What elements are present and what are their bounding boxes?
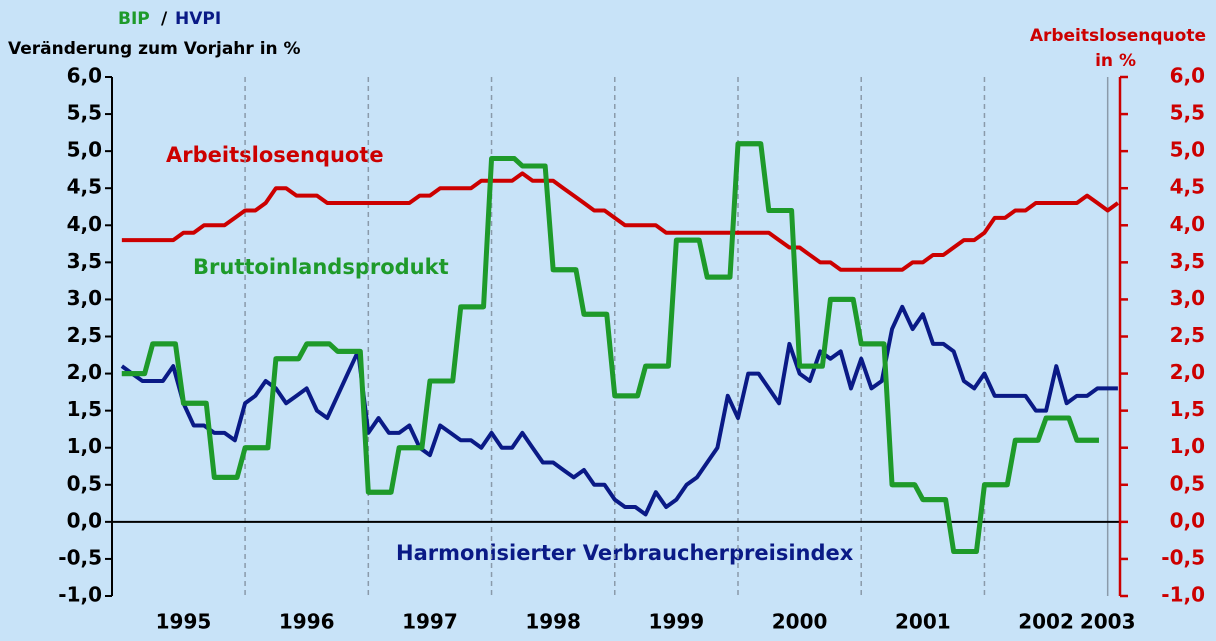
x-tick-label: 2003 (1080, 610, 1136, 634)
x-tick-label: 2000 (772, 610, 828, 634)
header-hvpi: HVPI (175, 9, 221, 29)
series-annotation: Bruttoinlandsprodukt (193, 255, 449, 279)
x-tick-label: 1998 (525, 610, 581, 634)
x-tick-label: 2001 (895, 610, 951, 634)
y2-tick-label: 0,5 (1170, 471, 1205, 495)
y2-tick-label: 0,0 (1170, 508, 1205, 532)
x-tick-label: 1997 (402, 610, 458, 634)
y2-tick-label: 2,0 (1170, 360, 1205, 384)
x-tick-label: 1999 (649, 610, 705, 634)
y2-tick-label: 5,5 (1170, 101, 1205, 125)
y2-axis-label-unit: in % (1095, 51, 1136, 71)
y2-tick-label: 3,0 (1170, 286, 1205, 310)
y-tick-label: 4,0 (67, 212, 102, 236)
x-tick-label: 1996 (279, 610, 335, 634)
y2-tick-label: 4,0 (1170, 212, 1205, 236)
x-tick-label: 2002 (1018, 610, 1074, 634)
y2-axis-label: Arbeitslosenquote (1030, 26, 1206, 46)
header-bip: BIP (118, 9, 150, 29)
y2-tick-label: 6,0 (1170, 64, 1205, 88)
y-tick-label: -1,0 (58, 583, 102, 607)
y-tick-label: 2,5 (67, 323, 102, 347)
y-tick-label: 0,5 (67, 471, 102, 495)
y-tick-label: 1,5 (67, 397, 102, 421)
series-annotation: Harmonisierter Verbraucherpreisindex (396, 541, 854, 565)
y-tick-label: 3,0 (67, 286, 102, 310)
y2-tick-label: 1,5 (1170, 397, 1205, 421)
x-tick-label: 1995 (156, 610, 212, 634)
header-slash: / (161, 9, 168, 29)
y2-tick-label: 4,5 (1170, 175, 1205, 199)
y-tick-label: 2,0 (67, 360, 102, 384)
series-annotation: Arbeitslosenquote (166, 143, 384, 167)
y2-tick-label: 3,5 (1170, 249, 1205, 273)
series-line (121, 171, 1120, 272)
y-tick-label: 3,5 (67, 249, 102, 273)
y-tick-label: 0,0 (67, 508, 102, 532)
y-tick-label: -0,5 (58, 545, 102, 569)
y-tick-label: 4,5 (67, 175, 102, 199)
y-axis-label: Veränderung zum Vorjahr in % (8, 39, 301, 59)
y2-tick-label: 5,0 (1170, 138, 1205, 162)
y-tick-label: 5,0 (67, 138, 102, 162)
y-tick-label: 1,0 (67, 434, 102, 458)
series-line (120, 304, 1118, 517)
y2-tick-label: 1,0 (1170, 434, 1205, 458)
y-tick-label: 5,5 (67, 101, 102, 125)
y-tick-label: 6,0 (67, 64, 102, 88)
y2-tick-label: 2,5 (1170, 323, 1205, 347)
y2-tick-label: -1,0 (1161, 583, 1205, 607)
y2-tick-label: -0,5 (1161, 545, 1205, 569)
